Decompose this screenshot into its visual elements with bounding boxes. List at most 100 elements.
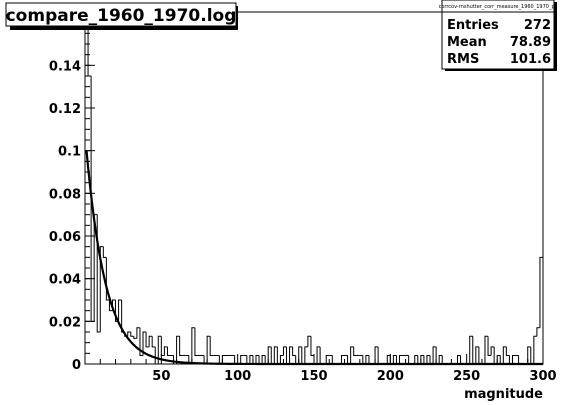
histogram-bin [438, 354, 443, 364]
histogram-bin [475, 346, 479, 364]
histogram-bin [96, 214, 101, 333]
y-tick-label: 0.12 [49, 102, 81, 117]
histogram-bin [457, 354, 461, 364]
histogram-bin [325, 354, 330, 364]
histogram-bin [365, 354, 369, 364]
fit-curve [85, 150, 543, 366]
stats-value-mean: 78.89 [510, 35, 551, 50]
histogram-bin [151, 336, 156, 348]
histogram-bin [191, 327, 195, 364]
stats-label-mean: Mean [447, 35, 487, 50]
histogram-bin [298, 346, 302, 364]
histogram-bin [539, 256, 543, 328]
histogram-bin [136, 327, 140, 339]
histogram-bin [414, 354, 418, 364]
histogram-bin [386, 354, 391, 364]
histogram-bin [282, 346, 287, 356]
histogram-bin [273, 346, 278, 364]
histogram-bin [179, 336, 183, 356]
histogram-bin [249, 354, 253, 364]
histogram-bin [148, 335, 153, 347]
y-tick-label: 0.1 [58, 145, 81, 160]
histogram-bin [139, 327, 144, 356]
histogram-bin [209, 336, 214, 356]
y-tick-label: 0.08 [49, 187, 81, 202]
histogram-bin [527, 346, 531, 364]
histogram-bin [392, 354, 397, 364]
histogram-bin [118, 299, 122, 322]
histogram-bin [90, 76, 95, 322]
histogram-bin [374, 346, 379, 364]
histogram-bin [487, 336, 492, 356]
histogram-bin [511, 354, 516, 364]
histogram-bin [99, 246, 104, 332]
histogram-bin [426, 354, 431, 364]
histogram-bin [163, 346, 168, 356]
histogram-bin [108, 300, 113, 312]
histogram-bin [316, 346, 321, 364]
histogram-bin [154, 346, 159, 365]
stats-box: corrcov-rnshutter_corr_measure_1960_1970… [439, 0, 558, 71]
histogram-bin [536, 327, 540, 337]
stats-label-entries: Entries [447, 18, 499, 33]
y-tick-label: 0.04 [49, 273, 81, 288]
histogram-bin [130, 332, 134, 337]
histogram-bin [166, 346, 171, 356]
histogram-bin [350, 346, 354, 364]
histogram-bin [310, 336, 314, 356]
histogram-bin [505, 346, 510, 356]
x-tick-label: 250 [453, 369, 480, 384]
histogram-bin [176, 335, 180, 364]
histogram-bin [533, 335, 537, 364]
x-tick-label: 300 [529, 369, 556, 384]
y-axis-ticks: 00.020.040.060.080.10.120.140.16 [49, 11, 95, 373]
histogram-bin [292, 346, 296, 356]
histogram-bin [469, 335, 473, 364]
histogram-bin [206, 335, 211, 364]
x-tick-label: 100 [224, 369, 251, 384]
histogram-bin [484, 335, 489, 364]
histogram-bin [255, 354, 260, 364]
histogram-bin [142, 331, 147, 356]
histogram-bin [340, 354, 345, 364]
y-tick-label: 0 [72, 358, 81, 373]
histogram-bin [398, 354, 403, 364]
histogram-bin [102, 246, 107, 258]
histogram-bin [160, 336, 165, 356]
histogram-bin [105, 257, 110, 301]
y-tick-label: 0.02 [49, 315, 81, 330]
histogram-bin [267, 346, 272, 364]
x-tick-label: 200 [377, 369, 404, 384]
stats-name: corrcov-rnshutter_corr_measure_1960_1970… [439, 4, 558, 10]
histogram-bin [420, 354, 424, 364]
stats-value-rms: 101.6 [510, 52, 551, 67]
histogram-bin [432, 346, 437, 364]
histogram-bin [221, 354, 226, 364]
histogram-bin [127, 331, 131, 337]
histogram-bin [304, 346, 308, 364]
y-tick-label: 0.06 [49, 230, 81, 245]
histogram-bin [353, 346, 357, 356]
histogram-bin [240, 354, 244, 364]
histogram-bin [173, 355, 177, 365]
histogram-bin [289, 346, 293, 364]
title-box: compare_1960_1970.log [5, 2, 238, 30]
histogram-bin [490, 346, 495, 356]
y-tick-label: 0.14 [49, 59, 81, 74]
histogram-bin [87, 12, 92, 77]
histogram-bin [194, 327, 198, 356]
x-axis-title: magnitude [464, 387, 543, 402]
stats-value-entries: 272 [524, 18, 551, 33]
x-tick-label: 50 [152, 369, 170, 384]
histogram-bin [502, 346, 507, 364]
histogram-bin [496, 354, 501, 364]
chart-title: compare_1960_1970.log [6, 6, 237, 26]
x-tick-label: 150 [300, 369, 327, 384]
stats-label-rms: RMS [447, 52, 479, 67]
histogram-bin [157, 335, 162, 364]
histogram-bin [261, 354, 266, 364]
histogram-bin [145, 332, 150, 348]
histogram-bin [279, 354, 284, 364]
histogram-bin [307, 335, 311, 347]
